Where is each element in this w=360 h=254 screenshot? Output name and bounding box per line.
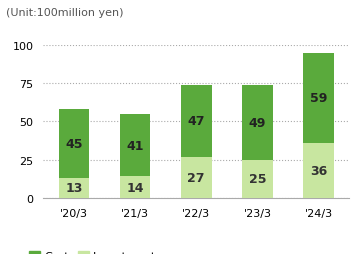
Bar bbox=[120, 114, 150, 177]
Text: 27: 27 bbox=[188, 171, 205, 184]
Text: 13: 13 bbox=[65, 182, 82, 195]
Text: 36: 36 bbox=[310, 164, 327, 177]
Bar bbox=[120, 177, 150, 198]
Text: 47: 47 bbox=[188, 115, 205, 128]
Bar bbox=[181, 85, 212, 157]
Text: 25: 25 bbox=[249, 173, 266, 185]
Bar bbox=[242, 160, 273, 198]
Bar bbox=[58, 110, 89, 178]
Bar bbox=[303, 143, 334, 198]
Bar bbox=[242, 85, 273, 160]
Text: 45: 45 bbox=[65, 138, 82, 150]
Text: (Unit:100million yen): (Unit:100million yen) bbox=[6, 8, 124, 18]
Bar bbox=[58, 178, 89, 198]
Text: 41: 41 bbox=[126, 139, 144, 152]
Bar bbox=[303, 53, 334, 143]
Text: 59: 59 bbox=[310, 92, 327, 105]
Bar bbox=[181, 157, 212, 198]
Text: 49: 49 bbox=[249, 116, 266, 129]
Text: 14: 14 bbox=[126, 181, 144, 194]
Legend: Cost, Investment: Cost, Investment bbox=[24, 246, 161, 254]
